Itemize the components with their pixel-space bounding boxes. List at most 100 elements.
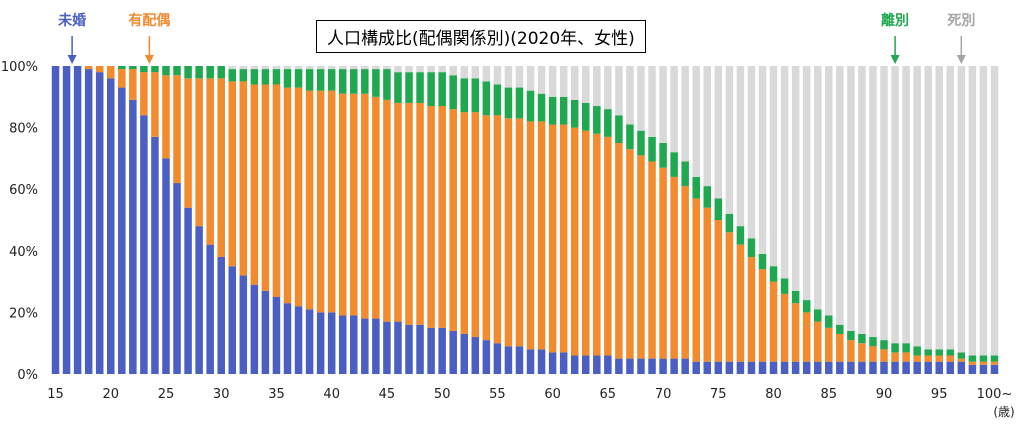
bar-segment-89-s3 <box>869 66 877 338</box>
bar-segment-54-s2 <box>482 81 491 116</box>
bar-segment-38-s3 <box>305 66 314 70</box>
x-tick-label: 25 <box>158 387 175 402</box>
bar-segment-45-s2 <box>383 69 391 100</box>
bar-segment-39-s3 <box>316 66 325 70</box>
bar-segment-78-s2 <box>747 238 756 257</box>
bar-segment-98-s3 <box>968 66 977 356</box>
bar-segment-74-s2 <box>703 186 712 208</box>
bar-segment-26-s1 <box>173 75 181 184</box>
bar-segment-51-s1 <box>449 109 457 331</box>
bar-segment-66-s1 <box>615 143 623 359</box>
bar-segment-63-s0 <box>582 355 590 374</box>
callout-label-2: 離別 <box>881 13 910 29</box>
bar-segment-24-s0 <box>151 136 159 374</box>
bar-segment-31-s0 <box>228 266 237 374</box>
x-tick-label: 55 <box>489 387 506 402</box>
bar-segment-64-s2 <box>593 106 601 134</box>
bar-segment-29-s2 <box>206 66 214 79</box>
bar-segment-86-s1 <box>836 333 844 362</box>
bar-segment-26-s0 <box>173 183 181 374</box>
bar-segment-79-s3 <box>758 66 767 254</box>
bar-segment-75-s2 <box>714 198 723 220</box>
bar-segment-25-s0 <box>162 158 170 374</box>
bar-segment-22-s0 <box>129 99 137 374</box>
bar-segment-95-s2 <box>935 349 943 356</box>
bar-segment-71-s3 <box>670 66 678 153</box>
bar-segment-74-s0 <box>703 361 712 374</box>
bar-segment-90-s3 <box>880 66 888 341</box>
bar-segment-76-s2 <box>725 213 734 233</box>
y-tick-label: 60% <box>9 183 38 198</box>
bar-segment-51-s2 <box>449 75 457 110</box>
bar-segment-87-s3 <box>847 66 855 331</box>
bar-segment-24-s1 <box>151 72 159 137</box>
bar-segment-89-s2 <box>869 337 877 347</box>
bar-segment-69-s0 <box>648 358 656 374</box>
bar-segment-76-s1 <box>725 232 734 362</box>
bar-segment-93-s3 <box>913 66 921 347</box>
callout-arrow-head <box>67 55 77 64</box>
bar-segment-41-s0 <box>338 315 347 374</box>
bar-segment-35-s3 <box>272 66 281 70</box>
bar-segment-87-s0 <box>847 361 855 374</box>
bar-segment-62-s1 <box>570 127 579 356</box>
bar-segment-62-s0 <box>570 355 579 374</box>
bar-segment-27-s1 <box>184 78 192 208</box>
bar-segment-33-s3 <box>250 66 259 70</box>
bar-segment-67-s2 <box>626 124 634 150</box>
bar-segment-34-s3 <box>261 66 270 70</box>
bar-segment-92-s0 <box>902 361 910 374</box>
bar-segment-70-s3 <box>659 66 667 143</box>
bar-segment-82-s0 <box>791 361 800 374</box>
bar-segment-42-s0 <box>350 315 358 374</box>
bar-segment-50-s1 <box>438 106 446 328</box>
bar-segment-77-s0 <box>736 361 745 374</box>
bar-segment-56-s0 <box>504 346 513 374</box>
bar-segment-75-s3 <box>714 66 723 199</box>
bar-segment-36-s1 <box>283 87 292 304</box>
bar-segment-86-s2 <box>836 324 844 334</box>
x-tick-label: 20 <box>103 387 120 402</box>
bar-segment-69-s1 <box>648 161 656 359</box>
bar-segment-46-s0 <box>394 321 402 374</box>
bar-segment-97-s0 <box>957 361 966 374</box>
bar-segment-91-s3 <box>891 66 899 344</box>
bar-segment-25-s1 <box>162 75 170 159</box>
x-tick-label: 65 <box>600 387 617 402</box>
bar-segment-29-s1 <box>206 78 214 245</box>
bar-segment-41-s1 <box>338 93 347 316</box>
x-tick-label: 85 <box>821 387 838 402</box>
bar-segment-84-s0 <box>813 361 822 374</box>
bar-segment-98-s0 <box>968 364 977 374</box>
bar-segment-57-s0 <box>515 346 524 374</box>
x-tick-label: 50 <box>434 387 451 402</box>
bar-segment-46-s2 <box>394 72 402 103</box>
bar-segment-49-s3 <box>427 66 435 73</box>
bar-segment-92-s1 <box>902 352 910 362</box>
bar-segment-36-s2 <box>283 69 292 88</box>
bar-segment-44-s1 <box>372 96 380 319</box>
bar-segment-95-s3 <box>935 66 943 350</box>
bar-segment-74-s1 <box>703 207 712 362</box>
bar-segment-18-s0 <box>84 69 93 374</box>
bar-segment-68-s2 <box>637 130 645 156</box>
bar-segment-94-s3 <box>924 66 932 350</box>
x-axis-label: (歳) <box>993 405 1014 419</box>
bar-segment-20-s0 <box>107 78 115 374</box>
bar-segment-66-s0 <box>615 358 623 374</box>
bar-segment-27-s0 <box>184 207 192 374</box>
bar-segment-55-s3 <box>493 66 502 85</box>
bar-segment-85-s2 <box>825 315 833 328</box>
bar-segment-72-s1 <box>681 186 689 359</box>
x-tick-label: 60 <box>544 387 561 402</box>
x-tick-label: 45 <box>379 387 396 402</box>
bar-segment-43-s3 <box>361 66 369 70</box>
callout-arrow-head <box>956 55 966 64</box>
bar-segment-81-s1 <box>780 293 789 362</box>
bar-segment-77-s2 <box>736 226 745 245</box>
bar-segment-82-s3 <box>791 66 800 291</box>
bar-segment-95-s1 <box>935 355 943 362</box>
bar-segment-23-s1 <box>140 72 148 116</box>
bar-segment-62-s2 <box>570 99 579 128</box>
bar-segment-84-s2 <box>813 309 822 322</box>
